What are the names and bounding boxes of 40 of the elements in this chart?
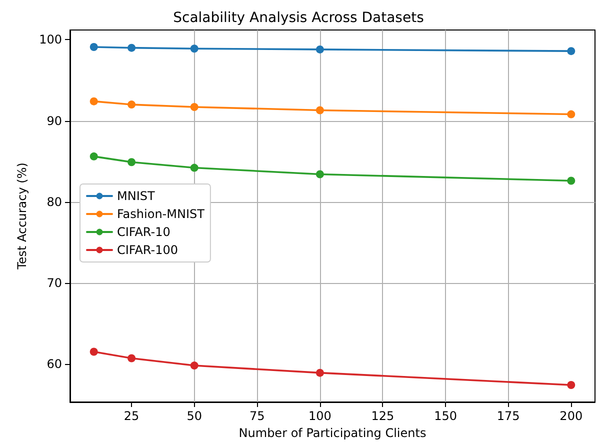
legend-label: CIFAR-100 xyxy=(117,243,178,257)
point xyxy=(90,152,98,160)
point xyxy=(190,362,198,370)
point xyxy=(316,170,324,178)
point xyxy=(567,110,576,118)
point xyxy=(190,164,198,172)
point xyxy=(316,106,324,114)
chart-title: Scalability Analysis Across Datasets xyxy=(173,10,424,26)
point xyxy=(316,368,324,377)
y-tick-label: 60 xyxy=(46,356,62,371)
legend-label: CIFAR-10 xyxy=(117,225,170,239)
y-tick-label: 70 xyxy=(46,276,62,290)
point xyxy=(90,348,98,356)
y-tick-label: 80 xyxy=(46,194,62,209)
x-tick-label: 175 xyxy=(496,409,520,423)
point xyxy=(190,44,198,53)
point xyxy=(128,158,136,166)
point xyxy=(316,45,324,54)
point xyxy=(90,97,98,106)
x-tick-label: 125 xyxy=(371,409,394,423)
legend-label: Fashion-MNIST xyxy=(117,207,206,221)
point xyxy=(190,102,198,111)
point xyxy=(567,380,576,389)
point xyxy=(567,47,576,56)
point xyxy=(128,100,136,109)
x-tick-label: 100 xyxy=(308,409,332,423)
y-axis-title: Test Accuracy (%) xyxy=(15,162,30,270)
y-tick-label: 100 xyxy=(39,32,62,47)
point xyxy=(128,354,136,362)
point xyxy=(128,44,136,52)
x-tick-label: 200 xyxy=(560,409,583,423)
point xyxy=(567,176,576,185)
x-tick-label: 150 xyxy=(434,409,457,423)
x-axis-title: Number of Participating Clients xyxy=(238,426,426,440)
x-tick-label: 75 xyxy=(250,409,265,423)
point xyxy=(90,43,98,52)
legend-label: MNIST xyxy=(117,189,156,203)
y-tick-label: 90 xyxy=(46,114,62,128)
x-tick-label: 50 xyxy=(186,409,202,423)
x-tick-label: 25 xyxy=(124,409,140,423)
